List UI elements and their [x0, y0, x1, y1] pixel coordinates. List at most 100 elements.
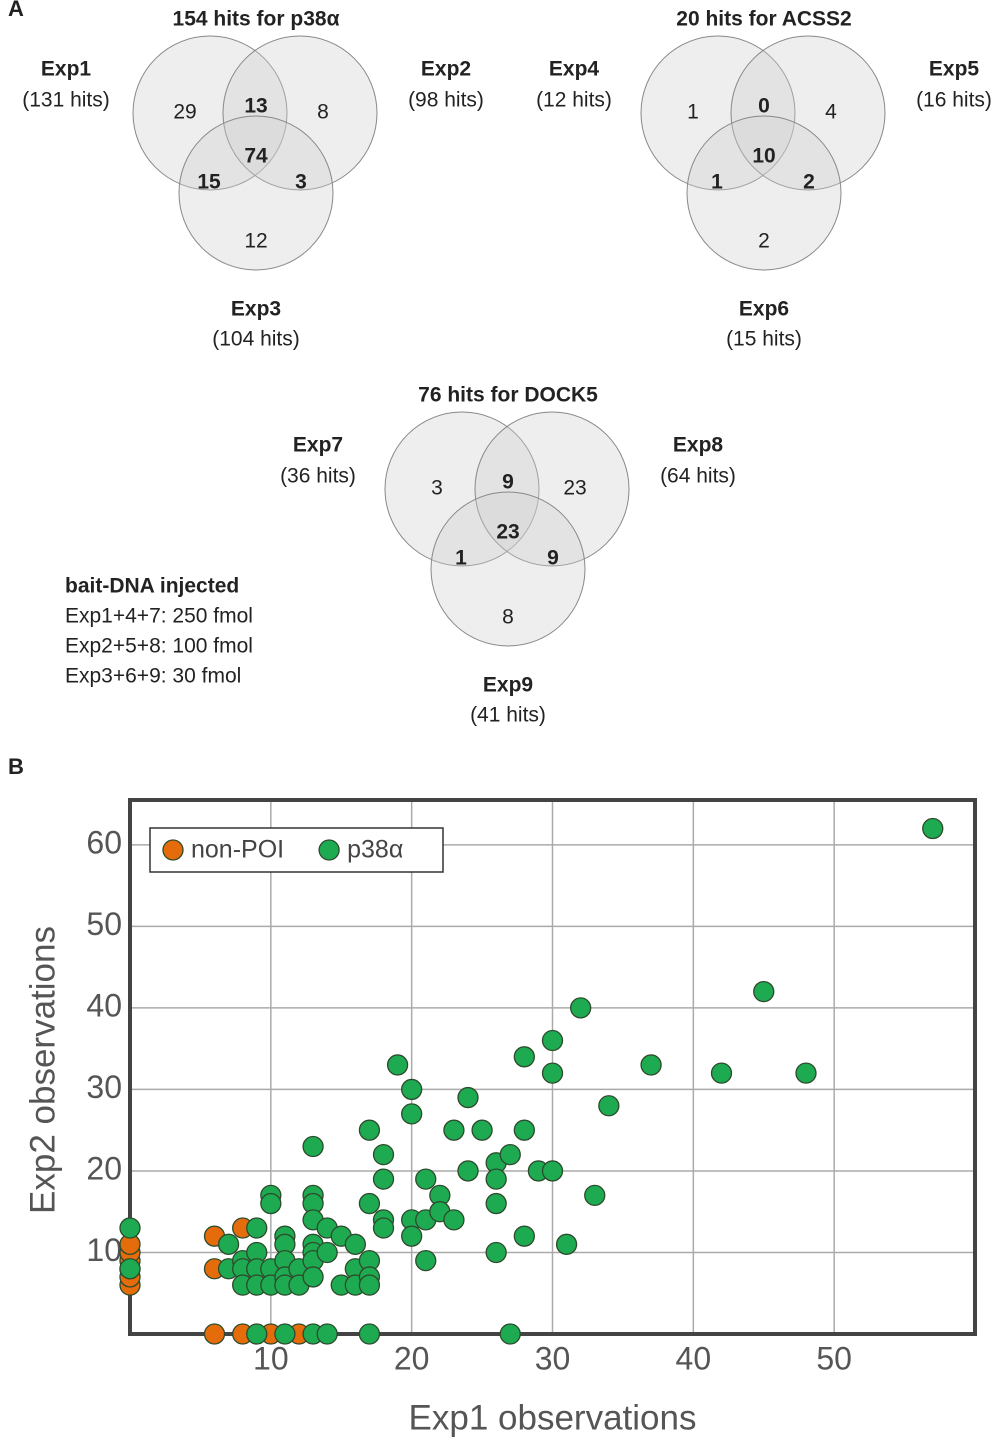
- point: [316, 1241, 338, 1264]
- point: [358, 1192, 381, 1215]
- region-count: 74: [244, 145, 268, 168]
- set-size: (12 hits): [536, 89, 612, 112]
- y-axis-title: Exp2 observations: [23, 926, 62, 1214]
- point: [119, 1217, 141, 1239]
- venn-circle: [178, 115, 334, 271]
- venn-circle: [474, 411, 630, 567]
- y-tick-label: 60: [86, 824, 122, 860]
- set-size: (15 hits): [726, 328, 802, 351]
- region-count: 3: [431, 477, 443, 500]
- point: [119, 1258, 141, 1280]
- venn-title: 154 hits for p38α: [173, 8, 340, 31]
- point: [471, 1119, 493, 1141]
- note: Exp1+4+7: 250 fmol: [65, 605, 253, 628]
- set-name: Exp1: [41, 58, 92, 81]
- point: [358, 1323, 381, 1345]
- point: [344, 1233, 366, 1255]
- region-count: 2: [758, 230, 770, 253]
- region-count: 23: [496, 521, 519, 544]
- region-count: 23: [563, 477, 586, 500]
- venn-title: 76 hits for DOCK5: [418, 384, 598, 407]
- point: [246, 1217, 268, 1239]
- region-count: 4: [825, 101, 837, 124]
- note: Exp2+5+8: 100 fmol: [65, 635, 253, 658]
- legend-label: p38α: [347, 836, 403, 864]
- panel-label: B: [8, 754, 24, 779]
- point: [922, 817, 944, 840]
- point: [401, 1078, 423, 1101]
- point: [457, 1160, 479, 1182]
- venn-title: 20 hits for ACSS2: [676, 8, 851, 31]
- set-size: (104 hits): [212, 328, 300, 351]
- point: [513, 1119, 535, 1141]
- region-count: 15: [197, 171, 221, 194]
- region-count: 10: [752, 145, 775, 168]
- point: [415, 1249, 437, 1272]
- point: [372, 1168, 395, 1190]
- point: [372, 1217, 395, 1239]
- region-count: 3: [295, 171, 307, 194]
- y-tick-label: 40: [86, 987, 122, 1023]
- point: [513, 1046, 535, 1068]
- point: [217, 1233, 240, 1255]
- point: [443, 1119, 465, 1141]
- point: [386, 1054, 409, 1076]
- point: [640, 1054, 662, 1076]
- point: [555, 1233, 578, 1255]
- region-count: 1: [455, 547, 467, 570]
- point: [499, 1143, 521, 1166]
- point: [246, 1323, 268, 1345]
- set-size: (36 hits): [280, 465, 356, 488]
- panel-label: A: [8, 0, 24, 21]
- legend-marker: [162, 839, 184, 861]
- region-count: 9: [502, 471, 514, 494]
- region-count: 13: [244, 95, 267, 118]
- region-count: 29: [173, 101, 196, 124]
- point: [710, 1062, 733, 1084]
- point: [753, 980, 775, 1003]
- point: [372, 1143, 395, 1166]
- point: [485, 1241, 507, 1264]
- point: [485, 1168, 507, 1190]
- point: [358, 1119, 381, 1141]
- region-count: 12: [244, 230, 267, 253]
- set-size: (98 hits): [408, 89, 484, 112]
- plot-frame: [128, 798, 977, 1336]
- point: [316, 1323, 338, 1345]
- set-name: Exp8: [673, 434, 724, 457]
- region-count: 1: [687, 101, 699, 124]
- legend-marker: [318, 839, 340, 861]
- venn-circle: [640, 35, 796, 191]
- venn-circle: [384, 411, 540, 567]
- region-count: 8: [317, 101, 329, 124]
- set-name: Exp7: [293, 434, 343, 457]
- point: [443, 1209, 465, 1231]
- point: [302, 1266, 324, 1288]
- x-axis-title: Exp1 observations: [409, 1398, 697, 1437]
- set-size: (131 hits): [22, 89, 110, 112]
- point: [274, 1323, 296, 1345]
- y-tick-label: 10: [86, 1232, 122, 1268]
- set-name: Exp9: [483, 674, 533, 697]
- x-tick-label: 30: [535, 1340, 571, 1376]
- point: [358, 1274, 381, 1296]
- point: [485, 1192, 507, 1215]
- point: [570, 997, 592, 1019]
- y-tick-label: 50: [86, 906, 122, 942]
- x-tick-label: 10: [253, 1340, 289, 1376]
- set-name: Exp3: [231, 298, 281, 321]
- set-name: Exp5: [929, 58, 980, 81]
- region-count: 0: [758, 95, 770, 118]
- point: [541, 1062, 564, 1084]
- set-name: Exp2: [421, 58, 471, 81]
- point: [401, 1103, 423, 1125]
- region-count: 9: [547, 547, 559, 570]
- point: [541, 1029, 564, 1052]
- venn-circle: [686, 115, 842, 271]
- point: [203, 1323, 226, 1345]
- point: [584, 1184, 606, 1207]
- point: [795, 1062, 817, 1084]
- venn-circle: [430, 491, 586, 647]
- y-tick-label: 30: [86, 1069, 122, 1105]
